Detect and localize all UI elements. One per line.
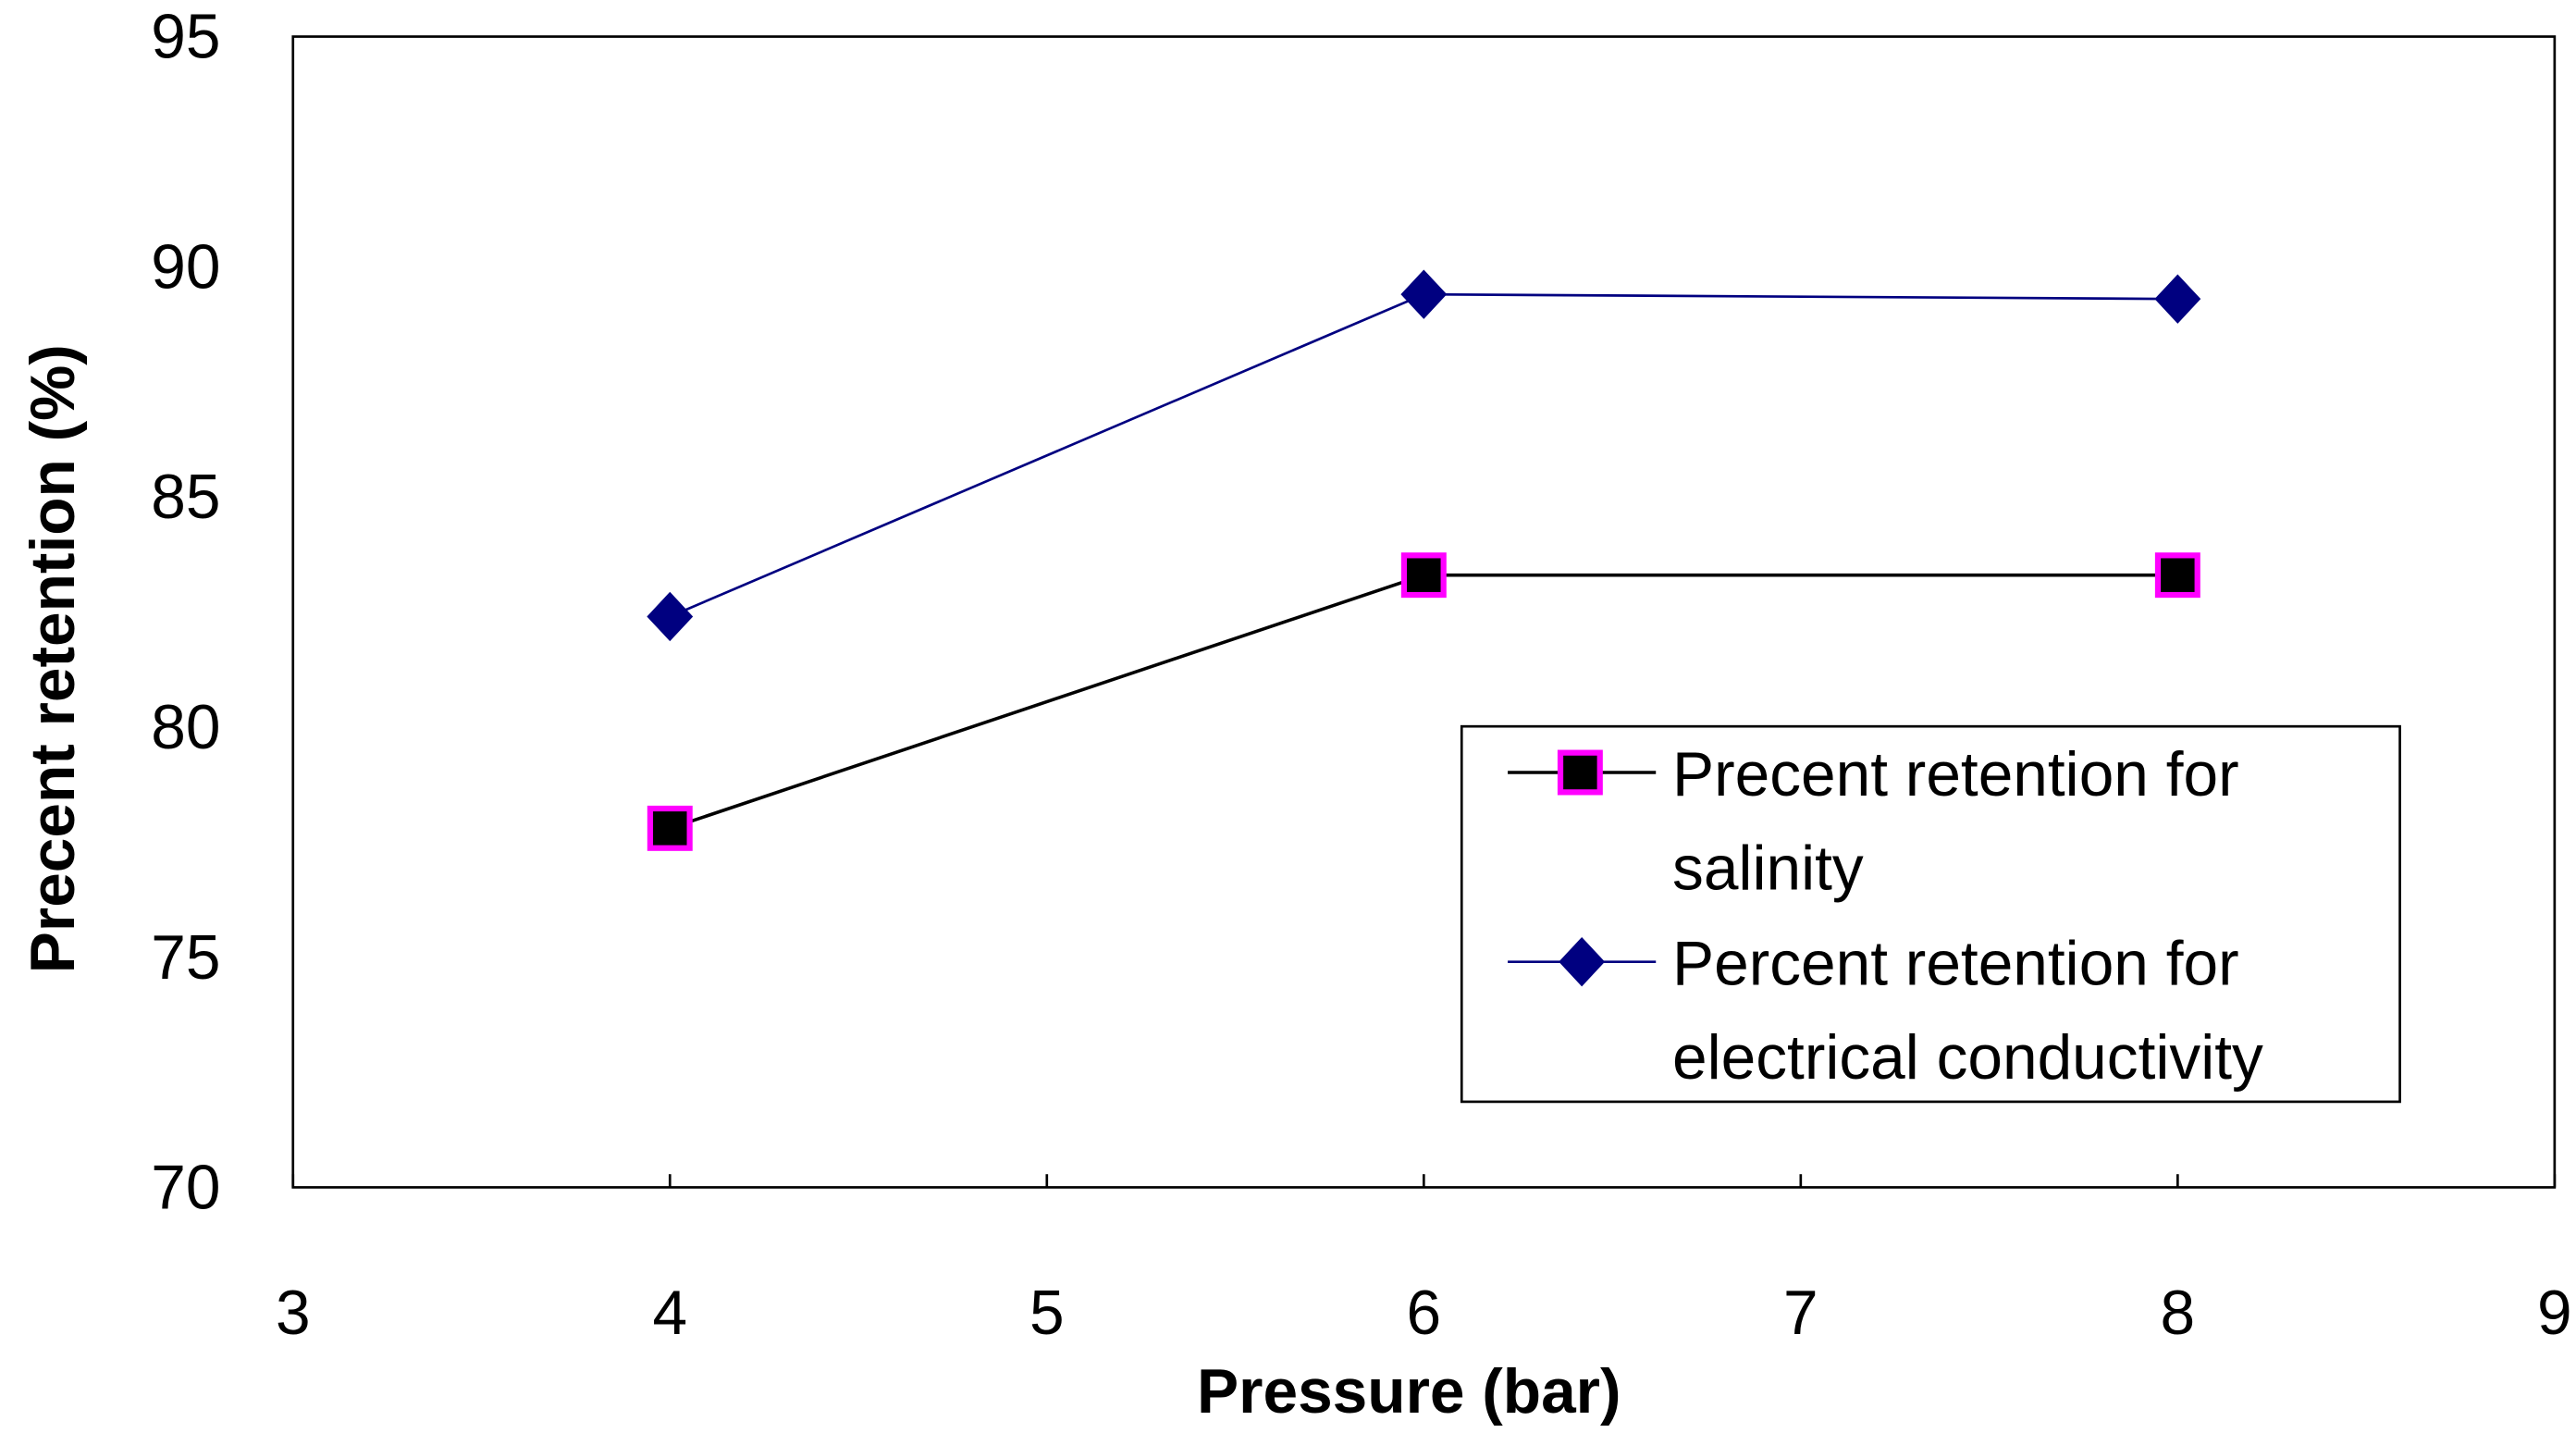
data-point-diamond (2154, 274, 2201, 324)
x-tick-label: 9 (2537, 1279, 2572, 1348)
y-axis-label: Precent retention (%) (18, 344, 88, 973)
legend-marker-diamond-icon (1559, 936, 1606, 987)
legend-marker-square-icon (1557, 749, 1603, 796)
x-tick-label: 4 (652, 1279, 687, 1348)
data-point-square (2154, 552, 2200, 599)
x-tick-label: 3 (276, 1279, 311, 1348)
y-tick-label: 80 (151, 693, 220, 762)
legend-label-conductivity-2: electrical conductivity (1672, 1023, 2263, 1093)
legend-label-salinity-1: Precent retention for (1672, 740, 2239, 809)
y-tick-label: 75 (151, 923, 220, 993)
legend-box (1460, 724, 2401, 1104)
data-point-square (1400, 552, 1447, 599)
y-tick-label: 90 (151, 232, 220, 302)
x-tick-label: 5 (1029, 1279, 1065, 1348)
x-axis-label: Pressure (bar) (1197, 1357, 1621, 1427)
legend: Precent retention for salinity Percent r… (1460, 724, 2401, 1104)
x-tick-label: 7 (1783, 1279, 1818, 1348)
y-tick-label: 70 (151, 1154, 220, 1223)
data-point-diamond (1400, 269, 1448, 319)
x-tick-label: 6 (1407, 1279, 1442, 1348)
legend-label-salinity-2: salinity (1672, 834, 1864, 903)
y-tick-label: 85 (151, 463, 220, 532)
data-point-square (647, 805, 693, 851)
y-tick-label: 95 (151, 3, 220, 72)
legend-label-conductivity-1: Percent retention for (1672, 930, 2239, 999)
x-tick-label: 8 (2161, 1279, 2196, 1348)
